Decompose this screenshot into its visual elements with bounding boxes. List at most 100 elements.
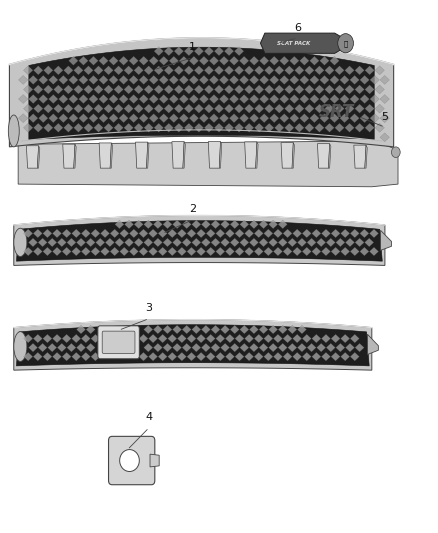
Polygon shape: [192, 325, 201, 334]
Polygon shape: [295, 85, 304, 94]
Polygon shape: [84, 123, 93, 132]
Polygon shape: [330, 75, 339, 84]
Polygon shape: [340, 114, 349, 123]
Polygon shape: [182, 238, 191, 247]
Polygon shape: [226, 334, 234, 343]
Polygon shape: [150, 454, 159, 467]
Polygon shape: [134, 85, 143, 94]
Polygon shape: [149, 75, 159, 84]
Polygon shape: [194, 66, 204, 75]
Polygon shape: [290, 94, 299, 103]
Polygon shape: [84, 104, 93, 113]
Polygon shape: [321, 229, 331, 238]
Polygon shape: [354, 145, 366, 168]
Polygon shape: [230, 220, 239, 229]
Polygon shape: [370, 247, 378, 256]
Polygon shape: [240, 75, 249, 84]
Polygon shape: [159, 114, 169, 123]
Polygon shape: [259, 325, 268, 334]
Polygon shape: [144, 123, 153, 132]
Polygon shape: [240, 56, 249, 65]
Polygon shape: [154, 85, 163, 94]
Polygon shape: [192, 220, 201, 229]
Circle shape: [392, 147, 400, 158]
Polygon shape: [259, 343, 268, 352]
Polygon shape: [314, 85, 324, 94]
Polygon shape: [124, 123, 133, 132]
Polygon shape: [43, 247, 52, 256]
Polygon shape: [101, 229, 110, 238]
Polygon shape: [153, 238, 162, 247]
Polygon shape: [28, 114, 38, 123]
Polygon shape: [283, 334, 292, 343]
Polygon shape: [321, 334, 331, 343]
Polygon shape: [74, 123, 83, 132]
Polygon shape: [331, 352, 340, 361]
Polygon shape: [240, 238, 249, 247]
Polygon shape: [33, 352, 42, 361]
Polygon shape: [226, 352, 234, 361]
Polygon shape: [265, 104, 274, 113]
Polygon shape: [81, 229, 90, 238]
Polygon shape: [139, 94, 148, 103]
Polygon shape: [124, 238, 134, 247]
Polygon shape: [169, 114, 179, 123]
Polygon shape: [89, 114, 98, 123]
Ellipse shape: [14, 332, 27, 361]
Polygon shape: [265, 85, 274, 94]
Text: 3: 3: [146, 303, 152, 313]
Polygon shape: [275, 104, 284, 113]
Polygon shape: [269, 75, 279, 84]
Polygon shape: [335, 104, 344, 113]
Polygon shape: [283, 352, 292, 361]
Polygon shape: [43, 85, 53, 94]
Polygon shape: [62, 229, 71, 238]
Polygon shape: [249, 94, 259, 103]
Polygon shape: [189, 75, 198, 84]
Polygon shape: [346, 343, 354, 352]
Polygon shape: [91, 334, 100, 343]
Polygon shape: [94, 66, 103, 75]
Polygon shape: [197, 352, 205, 361]
Polygon shape: [230, 114, 239, 123]
Polygon shape: [57, 238, 66, 247]
Polygon shape: [183, 142, 185, 168]
Polygon shape: [297, 325, 307, 334]
Polygon shape: [318, 144, 330, 168]
Polygon shape: [235, 229, 244, 238]
Polygon shape: [285, 66, 294, 75]
Polygon shape: [300, 75, 309, 84]
Polygon shape: [314, 66, 324, 75]
Polygon shape: [28, 94, 38, 103]
Polygon shape: [285, 85, 294, 94]
Polygon shape: [43, 123, 53, 132]
Polygon shape: [39, 75, 48, 84]
Polygon shape: [204, 104, 214, 113]
Polygon shape: [204, 47, 214, 55]
Polygon shape: [149, 114, 159, 123]
Polygon shape: [159, 56, 169, 65]
Polygon shape: [139, 114, 148, 123]
Polygon shape: [214, 47, 224, 55]
Polygon shape: [273, 229, 283, 238]
Polygon shape: [279, 114, 289, 123]
Polygon shape: [295, 123, 304, 132]
Polygon shape: [365, 123, 374, 132]
Polygon shape: [283, 229, 292, 238]
Polygon shape: [173, 343, 182, 352]
Polygon shape: [293, 247, 302, 256]
Polygon shape: [129, 75, 138, 84]
Polygon shape: [204, 66, 214, 75]
Polygon shape: [305, 104, 314, 113]
Text: 2: 2: [189, 204, 196, 214]
Polygon shape: [74, 66, 83, 75]
Polygon shape: [28, 343, 38, 352]
Polygon shape: [173, 238, 182, 247]
Text: 🐝: 🐝: [343, 40, 348, 46]
FancyBboxPatch shape: [98, 326, 139, 359]
Polygon shape: [370, 229, 378, 238]
Polygon shape: [370, 94, 379, 103]
Polygon shape: [297, 238, 307, 247]
Polygon shape: [139, 352, 148, 361]
Polygon shape: [254, 247, 263, 256]
